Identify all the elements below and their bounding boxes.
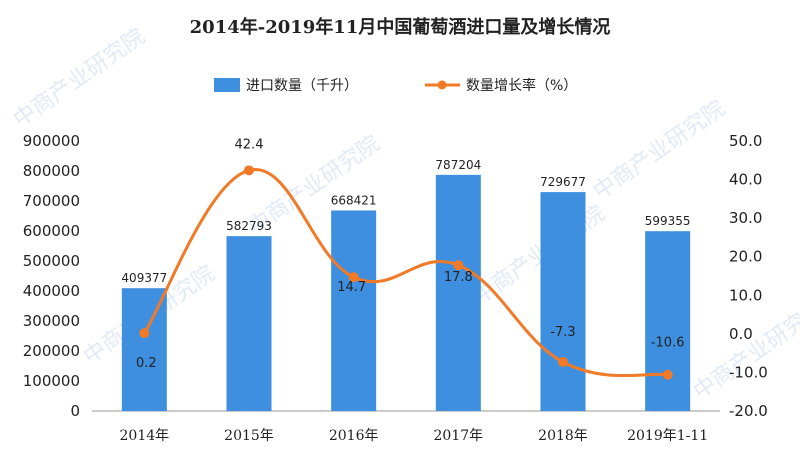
left-axis-tick-label: 800000 [23,162,80,180]
x-axis-tick-label: 2014年 [120,428,170,444]
growth-value-label: -10.6 [651,336,685,351]
watermark-text: 中商产业研究院 [469,201,610,310]
right-axis-tick-label: 50.0 [729,132,762,150]
right-axis-tick-label: -10.0 [729,363,768,381]
bar-value-label: 599355 [645,214,691,228]
right-axis-tick-label: 30.0 [729,209,762,227]
bar-value-label: 668421 [331,193,377,207]
line-labels: 0.2 42.4 14.7 17.8 -7.3 -10.6 [136,137,684,371]
bar-value-label: 787204 [435,158,481,172]
legend: 进口数量（千升） 数量增长率（%） [214,77,577,94]
right-axis-tick-label: 0.0 [729,325,753,343]
left-axis-tick-label: 400000 [23,282,80,300]
left-axis-tick-label: 300000 [23,312,80,330]
x-axis-tick-label: 2019年1-11 [627,428,708,444]
growth-line-path [143,168,668,378]
x-axis: 2014年 2015年 2016年 2017年 2018年 2019年1-11 [120,428,709,444]
bar [226,236,272,411]
x-axis-tick-label: 2017年 [434,428,484,444]
left-axis-tick-label: 200000 [23,342,80,360]
bar-value-label: 582793 [226,219,272,233]
right-axis-tick-label: 40.0 [729,171,762,189]
left-axis-tick-label: 600000 [23,222,80,240]
right-axis-tick-label: 20.0 [729,248,762,266]
legend-line-marker [437,80,447,90]
left-axis-tick-label: 500000 [23,252,80,270]
legend-line-label: 数量增长率（%） [466,77,577,94]
left-axis-tick-label: 0 [70,402,80,420]
growth-value-label: -7.3 [550,325,575,340]
growth-point [453,260,464,271]
bar [645,231,691,411]
chart-title: 2014年-2019年11月中国葡萄酒进口量及增长情况 [190,16,611,38]
watermark-text: 中商产业研究院 [689,296,800,405]
growth-point [558,357,568,368]
legend-bar-label: 进口数量（千升） [246,78,358,94]
watermark-text: 中商产业研究院 [589,96,730,205]
bar-labels: 409377 582793 668421 787204 729677 599355 [121,158,690,285]
bar [435,174,481,411]
bars [121,174,691,411]
left-axis-tick-label: 700000 [23,192,80,210]
growth-value-label: 14.7 [337,280,366,295]
x-axis-tick-label: 2016年 [329,428,379,444]
legend-bar-swatch [214,78,240,92]
growth-point [244,165,254,176]
growth-point [662,369,673,380]
x-axis-tick-label: 2015年 [224,428,274,444]
growth-point [139,328,150,339]
bar-value-label: 409377 [121,271,167,285]
left-axis-tick-label: 100000 [23,372,80,390]
bar [121,288,167,411]
growth-point [348,272,359,283]
growth-value-label: 0.2 [136,356,157,371]
growth-value-label: 17.8 [444,270,473,285]
right-axis-tick-label: 10.0 [729,286,762,304]
left-axis-tick-label: 900000 [23,132,80,150]
bar-value-label: 729677 [540,175,586,189]
watermark-text: 中商产业研究院 [9,24,150,133]
x-axis-tick-label: 2018年 [538,428,588,444]
left-axis: 0 100000 200000 300000 400000 500000 600000 700… [23,132,80,420]
right-axis: -20.0 -10.0 0.0 10.0 20.0 30.0 40.0 50.0 [729,132,768,420]
right-axis-tick-label: -20.0 [729,402,768,420]
growth-line [139,165,673,380]
growth-value-label: 42.4 [235,137,264,152]
bar [540,192,586,411]
bar [331,210,377,411]
